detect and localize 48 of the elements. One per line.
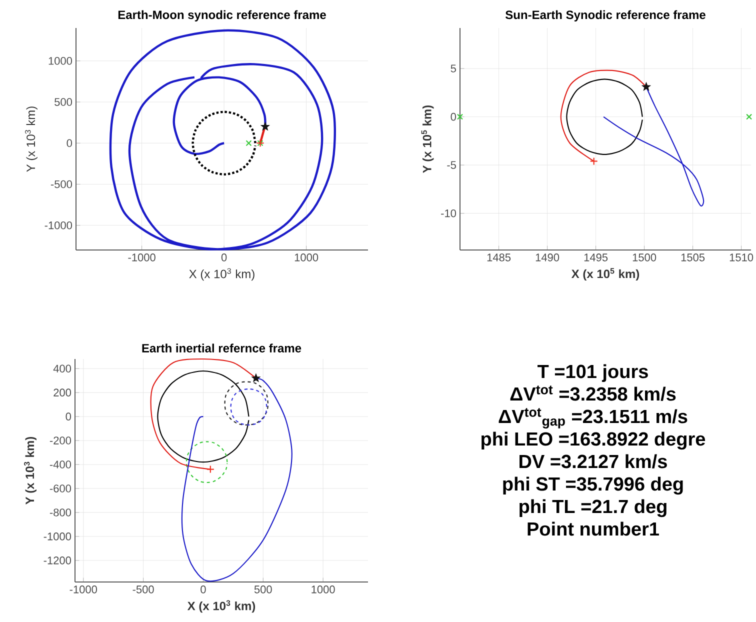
- x-tick-label: 1495: [584, 254, 608, 262]
- y-tick-label: -5: [447, 161, 456, 169]
- x-tick-label: 500: [254, 586, 272, 594]
- x-tick-label: 0: [221, 254, 227, 262]
- x-tick-label: 1000: [294, 254, 318, 262]
- y-tick-label: 1000: [48, 57, 72, 65]
- text: ΔV$^{tot}$$_{gap}$ =23.1511 m/s: [498, 408, 688, 428]
- y-axis-title: Y (x 10$^{5}$ km): [421, 105, 434, 173]
- chart-title: Earth-Moon synodic reference frame: [118, 10, 326, 22]
- y-tick-label: -600: [50, 484, 72, 492]
- y-tick-label: -1000: [44, 532, 72, 540]
- x-tick-label: 1000: [312, 586, 335, 594]
- text: phi ST =35.7996 deg: [503, 476, 683, 495]
- y-tick-label: 400: [53, 364, 72, 372]
- x-axis-title: X (x 10$^{3}$ km): [189, 268, 254, 281]
- y-tick-label: -800: [50, 508, 72, 516]
- y-tick-label: 0: [450, 112, 456, 121]
- y-tick-label: 500: [54, 98, 72, 106]
- x-axis-title: X (x 10$^{5}$ km): [571, 268, 640, 281]
- x-tick-label: -1000: [128, 254, 156, 262]
- text: phi LEO =163.8922 degre: [482, 432, 706, 450]
- text: ΔV$^{tot}$ =3.2358 km/s: [510, 386, 676, 401]
- chart-title: Sun-Earth Synodic reference frame: [505, 10, 706, 22]
- x-axis-title: X (x 10$^{3}$ km): [187, 600, 256, 613]
- y-tick-label: 0: [66, 139, 72, 148]
- x-tick-label: 1510: [730, 254, 754, 262]
- x-tick-label: 1490: [536, 254, 560, 262]
- text: DV =3.2127 km/s: [520, 454, 667, 468]
- x-tick-label: 1505: [681, 254, 705, 262]
- y-tick-label: 5: [450, 64, 456, 72]
- y-tick-label: -1000: [44, 221, 72, 230]
- y-tick-label: 0: [66, 412, 72, 420]
- y-tick-label: -1200: [44, 556, 72, 564]
- x-tick-label: 0: [200, 586, 206, 594]
- text: phi TL =21.7 deg: [520, 499, 666, 518]
- y-tick-label: -400: [50, 460, 72, 468]
- y-tick-label: -500: [50, 180, 72, 188]
- chart-title: Earth inertial refernce frame: [142, 344, 302, 352]
- y-axis-title: Y (x 10$^{3}$ km): [25, 106, 38, 172]
- x-tick-label: 1485: [487, 254, 511, 262]
- y-tick-label: -200: [50, 436, 72, 444]
- y-tick-label: -10: [441, 209, 456, 218]
- text: T =101 jours: [538, 364, 648, 382]
- y-axis-title: Y (x 10$^{3}$ km): [24, 436, 36, 504]
- y-tick-label: 200: [54, 388, 72, 396]
- text: Point number1: [528, 522, 659, 536]
- x-tick-label: 1500: [632, 254, 656, 262]
- x-tick-label: -500: [132, 586, 154, 594]
